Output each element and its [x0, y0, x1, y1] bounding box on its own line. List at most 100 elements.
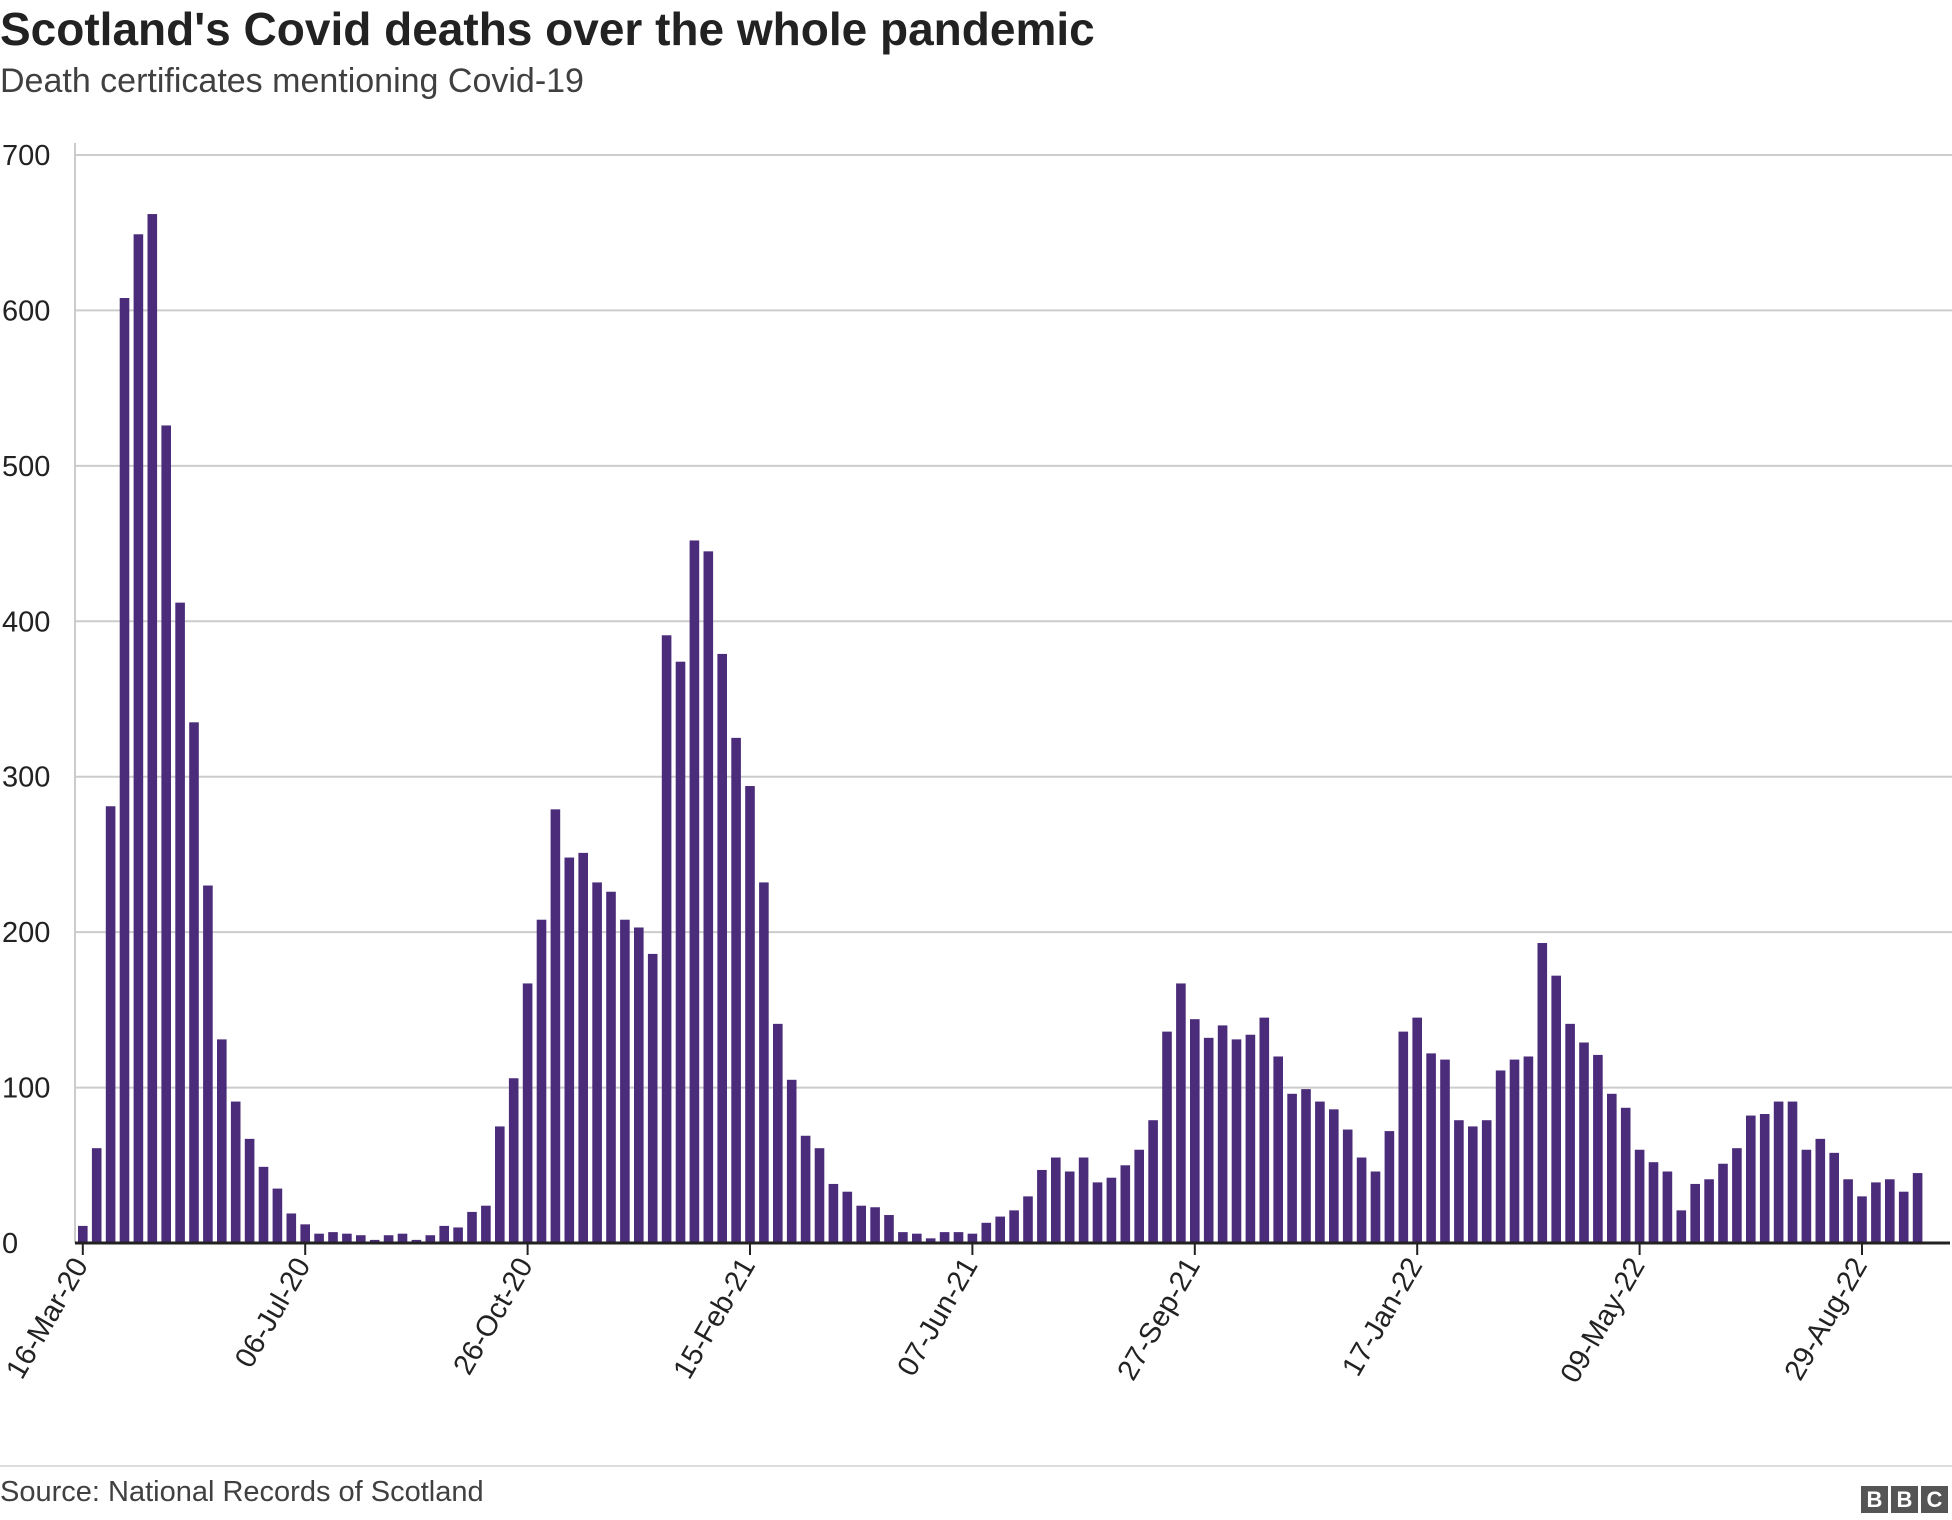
- bar: [1190, 1019, 1200, 1243]
- bar: [967, 1233, 978, 1243]
- bar: [1885, 1179, 1895, 1243]
- bar: [689, 540, 700, 1243]
- bar: [439, 1225, 449, 1243]
- bar: [383, 1235, 394, 1243]
- bar: [217, 1039, 227, 1243]
- bar: [1593, 1054, 1603, 1243]
- bar: [1064, 1171, 1075, 1243]
- bar: [1732, 1148, 1742, 1243]
- bar: [1092, 1182, 1103, 1243]
- bar: [1426, 1053, 1436, 1243]
- bar: [467, 1211, 477, 1243]
- bar: [620, 919, 630, 1243]
- x-tick-label: 06-Jul-20: [229, 1253, 317, 1374]
- bar: [981, 1222, 992, 1243]
- x-tick-label: 16-Mar-20: [0, 1253, 95, 1385]
- x-tick-label: 29-Aug-22: [1779, 1253, 1874, 1386]
- bar: [870, 1207, 880, 1243]
- bar: [1551, 975, 1561, 1243]
- chart-subtitle: Death certificates mentioning Covid-19: [0, 62, 584, 100]
- bar: [1634, 1149, 1645, 1243]
- bar: [1329, 1109, 1339, 1243]
- bar: [230, 1101, 241, 1243]
- bar: [745, 786, 755, 1243]
- x-tick-label: 26-Oct-20: [447, 1253, 539, 1381]
- footer-divider: [0, 1465, 1952, 1467]
- bar: [925, 1238, 936, 1243]
- bar: [939, 1232, 950, 1243]
- bar: [522, 983, 533, 1243]
- bar: [175, 602, 185, 1243]
- bar: [1134, 1149, 1144, 1243]
- bar: [1843, 1179, 1853, 1243]
- bar: [1454, 1120, 1464, 1243]
- bar: [1412, 1017, 1422, 1243]
- bar: [1203, 1037, 1214, 1243]
- bar: [731, 737, 741, 1243]
- bar: [536, 919, 547, 1243]
- bar: [105, 806, 116, 1243]
- bar: [1273, 1056, 1283, 1243]
- bar: [1370, 1171, 1381, 1243]
- y-tick-label: 300: [2, 762, 50, 794]
- bar: [1217, 1025, 1228, 1243]
- bar: [1620, 1107, 1631, 1243]
- y-tick-label: 400: [2, 606, 50, 638]
- bar: [1801, 1149, 1812, 1243]
- bar: [1037, 1169, 1047, 1243]
- bar: [1857, 1196, 1867, 1243]
- bar: [133, 234, 144, 1244]
- bar: [1773, 1101, 1784, 1243]
- bar: [953, 1232, 964, 1243]
- x-tick-label: 27-Sep-21: [1111, 1253, 1206, 1386]
- bar: [1829, 1152, 1839, 1243]
- bar: [397, 1233, 408, 1243]
- logo-letter: C: [1921, 1486, 1948, 1513]
- bar: [314, 1233, 324, 1243]
- bar: [759, 882, 769, 1243]
- bar: [634, 927, 644, 1243]
- logo-letter: B: [1861, 1486, 1888, 1513]
- bar: [342, 1233, 352, 1243]
- bar: [369, 1239, 380, 1243]
- bar: [1607, 1093, 1617, 1243]
- bar: [1898, 1191, 1909, 1243]
- bar: [453, 1227, 463, 1243]
- bar: [356, 1235, 366, 1243]
- bar: [1662, 1171, 1673, 1243]
- y-tick-label: 100: [2, 1073, 50, 1105]
- x-tick-label: 09-May-22: [1555, 1253, 1652, 1389]
- gridlines: [75, 154, 1952, 1089]
- bar: [1468, 1126, 1478, 1243]
- bar: [1676, 1210, 1687, 1243]
- bars: [78, 214, 1923, 1244]
- bar: [675, 661, 686, 1243]
- bar: [244, 1138, 255, 1243]
- bar: [1565, 1023, 1575, 1243]
- bar: [773, 1023, 783, 1243]
- bar: [481, 1205, 491, 1243]
- bar: [1009, 1210, 1019, 1243]
- bar: [1912, 1173, 1923, 1243]
- bar-chart: 0 100 200 300 400 500 600 700 16-Mar-20 06-Jul-20…: [0, 140, 1952, 1389]
- bar: [1078, 1157, 1089, 1243]
- bar: [1537, 943, 1548, 1243]
- bar: [717, 653, 727, 1243]
- bar: [995, 1216, 1005, 1243]
- bar: [1356, 1157, 1367, 1243]
- bar: [1648, 1162, 1659, 1243]
- bbc-logo: B B C: [1861, 1486, 1948, 1513]
- bar: [1384, 1131, 1395, 1243]
- x-tick-label: 17-Jan-22: [1336, 1253, 1429, 1382]
- bar: [1162, 1031, 1172, 1243]
- bar: [300, 1224, 310, 1243]
- bar: [328, 1232, 338, 1243]
- bar: [495, 1126, 505, 1243]
- bar: [912, 1233, 922, 1243]
- bar: [1690, 1183, 1700, 1243]
- bar: [1315, 1101, 1325, 1243]
- bar: [425, 1235, 436, 1243]
- bar: [856, 1205, 866, 1243]
- bar: [272, 1188, 283, 1243]
- bar: [647, 953, 658, 1243]
